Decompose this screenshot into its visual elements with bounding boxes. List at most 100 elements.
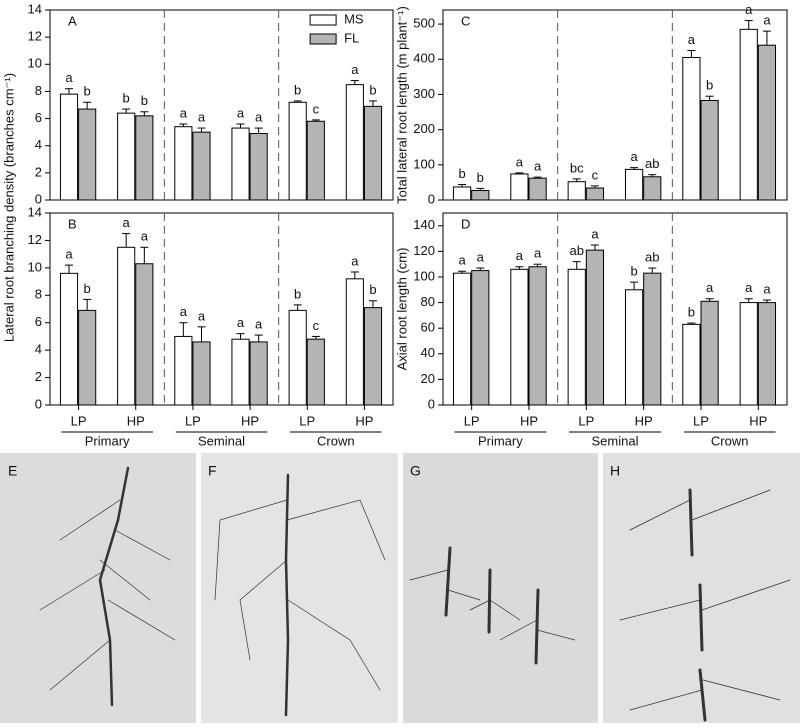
y-tick-label: 2	[35, 164, 42, 179]
x-tick-label: LP	[185, 413, 201, 428]
bar	[471, 270, 490, 406]
significance-letter: a	[458, 253, 466, 268]
significance-letter: a	[141, 229, 149, 244]
significance-letter: bc	[570, 160, 584, 175]
root	[619, 489, 791, 711]
significance-letter: a	[516, 248, 524, 263]
significance-letter: b	[294, 286, 301, 301]
bar	[700, 300, 719, 406]
legend-swatch	[309, 33, 337, 45]
y-axis-label: Total lateral root length (m plant⁻¹)	[394, 6, 409, 204]
significance-letter: b	[84, 84, 91, 99]
bar	[452, 186, 472, 201]
significance-letter: a	[180, 105, 188, 120]
x-tick-label: HP	[749, 413, 767, 428]
significance-letter: b	[369, 282, 376, 297]
bar	[567, 181, 586, 201]
bar	[59, 93, 79, 201]
root	[688, 488, 707, 722]
significance-letter: a	[351, 253, 359, 268]
bar	[624, 168, 644, 201]
bar	[117, 112, 136, 201]
x-tick-label: HP	[127, 413, 145, 428]
y-tick-label: 120	[413, 243, 435, 258]
bar	[249, 341, 268, 406]
bar	[363, 105, 383, 201]
significance-letter: c	[313, 101, 320, 116]
x-tick-label: LP	[578, 413, 594, 428]
group-label: Seminal	[592, 433, 639, 448]
significance-letter: a	[763, 281, 771, 296]
bar	[192, 131, 211, 201]
bar	[231, 338, 250, 406]
y-tick-label: 14	[28, 204, 42, 219]
y-tick-label: 200	[413, 121, 435, 136]
bar	[78, 309, 97, 406]
bar	[192, 341, 211, 406]
bar	[174, 335, 193, 406]
root	[284, 473, 290, 717]
bar	[288, 101, 307, 201]
bar	[306, 338, 325, 406]
y-tick-label: 300	[413, 86, 435, 101]
photos	[0, 453, 800, 723]
bar	[345, 84, 364, 201]
bar	[528, 266, 547, 406]
bar	[643, 272, 662, 406]
significance-letter: c	[313, 318, 320, 333]
group-label: Primary	[478, 433, 523, 448]
photo-label: F	[208, 463, 217, 479]
significance-letter: a	[237, 315, 245, 330]
bar	[739, 302, 758, 406]
plot-frame	[442, 9, 788, 201]
y-tick-label: 10	[28, 56, 42, 71]
y-tick-label: 140	[413, 217, 435, 232]
significance-letter: ab	[645, 249, 659, 264]
group-label: Primary	[85, 433, 130, 448]
significance-letter: a	[591, 226, 599, 241]
y-tick-label: 12	[28, 29, 42, 44]
significance-letter: c	[592, 167, 599, 182]
plot-frame	[49, 212, 394, 406]
y-tick-label: 4	[35, 137, 42, 152]
significance-letter: b	[706, 78, 713, 93]
significance-letter: ab	[645, 156, 659, 171]
significance-letter: a	[534, 246, 542, 261]
x-tick-label: LP	[299, 413, 315, 428]
bar	[757, 302, 777, 406]
y-tick-label: 8	[35, 287, 42, 302]
root	[409, 569, 576, 641]
bar	[739, 28, 758, 201]
x-tick-label: HP	[241, 413, 259, 428]
y-tick-label: 12	[28, 232, 42, 247]
significance-letter: b	[123, 91, 130, 106]
photo-label: G	[410, 463, 421, 479]
x-tick-label: HP	[355, 413, 373, 428]
bar	[528, 177, 547, 201]
panel-label: B	[68, 216, 77, 231]
x-tick-label: LP	[464, 413, 480, 428]
significance-letter: a	[237, 105, 245, 120]
significance-letter: a	[763, 13, 771, 28]
y-tick-label: 2	[35, 369, 42, 384]
significance-letter: b	[630, 264, 637, 279]
significance-letter: a	[745, 2, 753, 17]
bar	[585, 249, 605, 406]
x-tick-label: HP	[635, 413, 653, 428]
legend-label: MS	[344, 11, 364, 26]
bar	[452, 272, 472, 406]
significance-letter: a	[688, 32, 696, 47]
y-tick-label: 0	[428, 191, 435, 206]
legend-label: FL	[344, 30, 359, 45]
significance-letter: ab	[569, 243, 583, 258]
significance-letter: a	[198, 308, 206, 323]
significance-letter: b	[141, 93, 148, 108]
root	[444, 546, 540, 665]
photo	[403, 453, 598, 723]
bar	[757, 44, 777, 201]
root	[39, 499, 176, 691]
significance-letter: a	[123, 215, 131, 230]
significance-letter: a	[351, 62, 359, 77]
x-tick-label: LP	[71, 413, 87, 428]
significance-letter: a	[745, 280, 753, 295]
